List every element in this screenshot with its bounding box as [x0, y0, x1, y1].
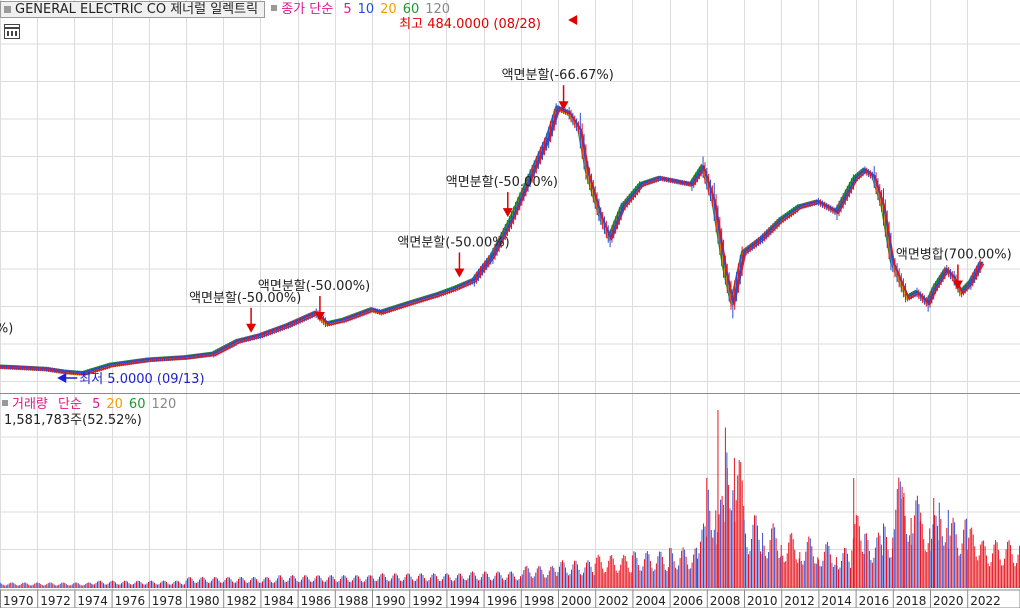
split-label: 액면분할(-66.67%)	[502, 68, 614, 83]
x-tick-label: 2016	[859, 594, 890, 608]
ma-period-5: 5	[343, 2, 352, 17]
split-label: 액면분할(-50.00%)	[189, 291, 301, 306]
min-arrow	[57, 373, 67, 383]
x-tick-label: 2020	[933, 594, 964, 608]
x-tick-label: 2006	[673, 594, 704, 608]
x-tick-label: 1988	[338, 594, 369, 608]
volume-ma-title: 단순	[58, 397, 82, 412]
x-tick-label: 1992	[412, 594, 443, 608]
ma-title: 종가 단순	[281, 2, 334, 17]
x-tick-label: 1970	[3, 594, 34, 608]
annotations: 분할(-50.00%)액면분할(-50.00%)액면분할(-50.00%)액면분…	[0, 15, 1012, 387]
min-label: 최저 5.0000 (09/13)	[79, 372, 204, 387]
split-label: 액면분할(-50.00%)	[397, 235, 509, 250]
ma-period-60: 60	[402, 2, 420, 17]
x-tick-label: 1986	[301, 594, 332, 608]
x-tick-label: 1996	[487, 594, 518, 608]
volume-header: 거래량 단순 5 20 60 120	[0, 397, 176, 413]
chart-grid	[0, 0, 1020, 590]
split-label: 액면분할(-50.00%)	[258, 279, 370, 294]
symbol-box[interactable]: GENERAL ELECTRIC CO 제너럴 일렉트릭	[0, 1, 266, 18]
x-tick-label: 2002	[598, 594, 629, 608]
volume-ma-period-20: 20	[106, 397, 123, 412]
x-tick-label: 2012	[784, 594, 815, 608]
ma-period-10: 10	[357, 2, 375, 17]
ma-period-20: 20	[380, 2, 397, 17]
x-tick-label: 2008	[710, 594, 741, 608]
split-label: 액면병합(700.00%)	[896, 247, 1012, 262]
split-arrow-head	[454, 268, 465, 278]
volume-ma-periods: 5 20 60 120	[86, 397, 176, 412]
x-tick-label: 1998	[524, 594, 555, 608]
x-tick-label: 2010	[747, 594, 778, 608]
x-axis: 1970 1972 1974 1976 1978 1980 1982 1984 1986 1988…	[0, 589, 1020, 608]
ma-period-120: 120	[425, 2, 451, 17]
x-tick-label: 1982	[226, 594, 257, 608]
max-label: 최고 484.0000 (08/28)	[399, 17, 541, 32]
volume-ma-period-120: 120	[151, 397, 177, 412]
split-arrow-head	[952, 280, 963, 290]
volume-bars	[0, 410, 1020, 588]
ma-toggle-icon[interactable]	[271, 5, 278, 11]
ma-periods: 5 10 20 60 120	[337, 2, 450, 17]
x-tick-label: 2018	[896, 594, 927, 608]
x-tick-label: 1994	[449, 594, 480, 608]
x-tick-label: 1984	[263, 594, 294, 608]
max-arrow	[568, 15, 578, 25]
x-tick-label: 1980	[189, 594, 220, 608]
symbol-square-icon	[4, 6, 11, 13]
volume-ma-period-5: 5	[92, 397, 101, 412]
x-tick-label: 1978	[152, 594, 183, 608]
x-tick-label: 1990	[375, 594, 406, 608]
x-tick-label: 2004	[635, 594, 666, 608]
split-arrow-head	[502, 208, 513, 218]
x-tick-label: 1976	[115, 594, 146, 608]
chart-header: GENERAL ELECTRIC CO 제너럴 일렉트릭 종가 단순 5 10 20…	[0, 1, 450, 18]
split-arrow-head	[314, 312, 325, 322]
split-label: 분할(-50.00%)	[0, 321, 13, 336]
x-axis-band	[0, 589, 1020, 608]
x-tick-label: 1974	[77, 594, 108, 608]
volume-current: 1,581,783주(52.52%)	[4, 413, 142, 428]
split-arrow-head	[558, 101, 569, 111]
volume-ma-period-60: 60	[128, 397, 146, 412]
split-arrow-head	[246, 323, 257, 333]
x-tick-label: 2022	[970, 594, 1001, 608]
volume-title: 거래량	[12, 397, 48, 412]
split-label: 액면분할(-50.00%)	[446, 175, 558, 190]
x-tick-label: 2000	[561, 594, 592, 608]
calendar-icon[interactable]	[4, 24, 20, 39]
x-tick-label: 1972	[40, 594, 71, 608]
x-tick-label: 2014	[821, 594, 852, 608]
price-series	[0, 103, 985, 377]
symbol-label: GENERAL ELECTRIC CO 제너럴 일렉트릭	[15, 2, 259, 17]
volume-toggle-icon[interactable]	[2, 400, 8, 406]
